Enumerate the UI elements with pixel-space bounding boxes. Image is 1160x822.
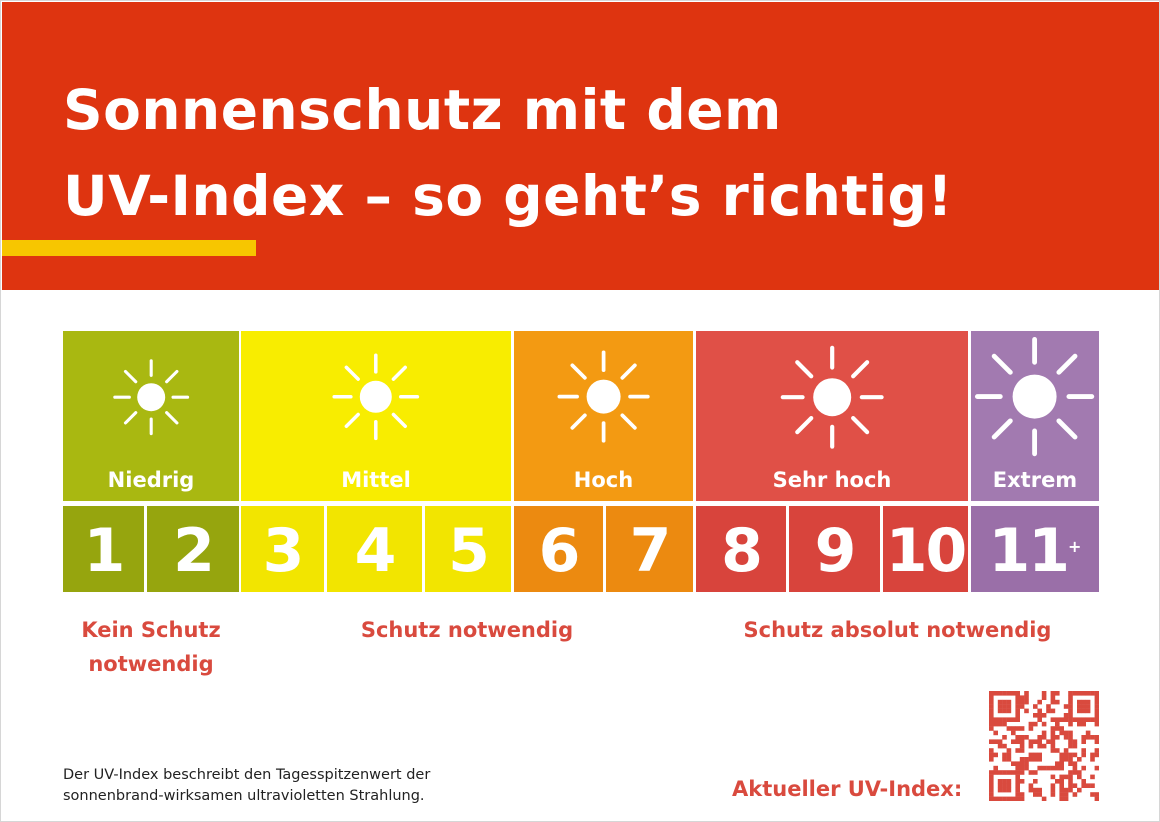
uv-value-6: 6 [514, 506, 603, 592]
uv-category-label: Mittel [341, 468, 411, 492]
uv-value-text: 4 [354, 516, 397, 586]
sun-icon [975, 337, 1095, 457]
uv-value-text: 3 [262, 516, 305, 586]
sun-icon [113, 359, 189, 435]
accent-bar [2, 240, 256, 256]
sun-icon [780, 345, 884, 449]
uv-value-suffix: + [1068, 537, 1082, 556]
uv-value-8: 8 [696, 506, 786, 592]
uv-value-3: 3 [241, 506, 324, 592]
advice-protection-absolute: Schutz absolut notwendig [743, 618, 1052, 642]
uv-value-text: 11 [988, 516, 1070, 586]
uv-value-text: 8 [721, 516, 763, 586]
qr-code-icon[interactable] [989, 691, 1099, 801]
uv-category-1: Niedrig [63, 331, 239, 501]
uv-value-11: 11+ [971, 506, 1099, 592]
page-title: Sonnenschutz mit dem UV-Index – so geht’… [63, 78, 954, 228]
uv-value-text: 9 [814, 516, 857, 586]
uv-category-4: Sehr hoch [696, 331, 968, 501]
uv-value-7: 7 [606, 506, 693, 592]
uv-category-label: Sehr hoch [772, 468, 892, 492]
footnote: Der UV-Index beschreibt den Tagesspitzen… [63, 767, 431, 804]
uv-value-1: 1 [63, 506, 144, 592]
uv-value-9: 9 [789, 506, 880, 592]
sun-icon [557, 350, 650, 444]
advice-no-protection: Kein Schutz notwendig [81, 618, 221, 676]
sun-icon [332, 353, 420, 441]
uv-value-text: 2 [173, 516, 215, 586]
uv-value-2: 2 [147, 506, 239, 592]
uv-category-3: Hoch [514, 331, 693, 501]
advice-protection-needed: Schutz notwendig [360, 618, 574, 642]
uv-value-text: 6 [538, 516, 581, 586]
uv-value-text: 10 [885, 516, 967, 586]
uv-category-2: Mittel [241, 331, 511, 501]
uv-value-text: 5 [448, 516, 490, 586]
uv-value-5: 5 [425, 506, 511, 592]
uv-value-10: 10 [883, 506, 968, 592]
uv-value-text: 1 [83, 516, 126, 586]
uv-category-label: Extrem [992, 468, 1078, 492]
uv-category-label: Niedrig [107, 468, 195, 492]
current-uv-label: Aktueller UV-Index: [732, 777, 963, 801]
uv-category-5: Extrem [971, 331, 1099, 501]
uv-value-text: 7 [629, 516, 672, 586]
uv-value-4: 4 [327, 506, 422, 592]
uv-category-label: Hoch [573, 468, 634, 492]
